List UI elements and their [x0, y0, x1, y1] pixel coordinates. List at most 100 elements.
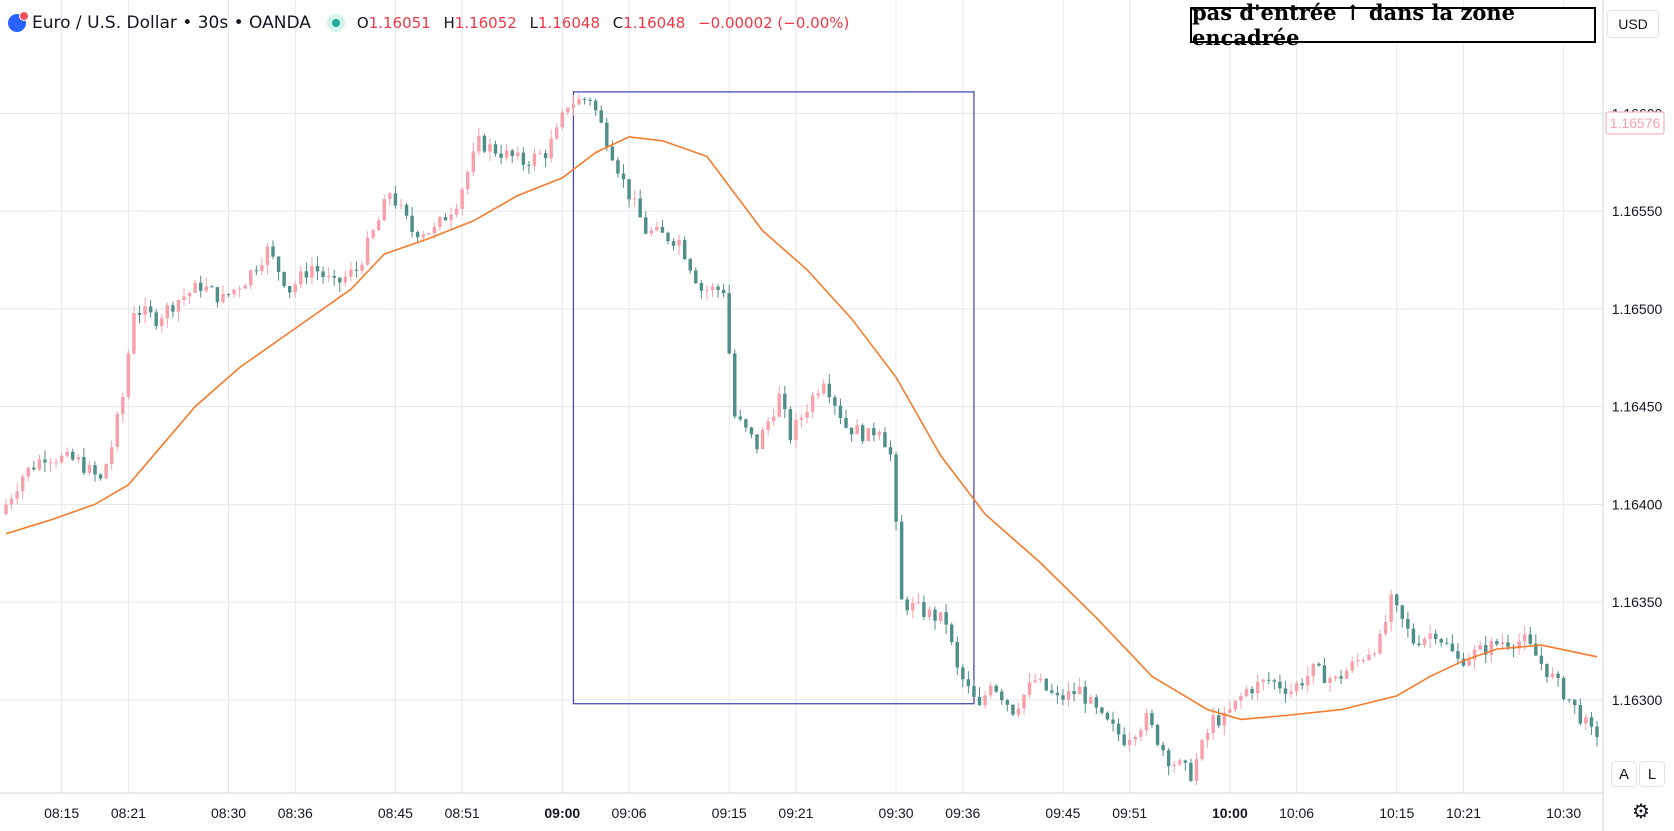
- candle: [338, 277, 342, 292]
- log-scale-button[interactable]: L: [1639, 761, 1665, 787]
- candle: [265, 243, 270, 275]
- symbol-title[interactable]: Euro / U.S. Dollar • 30s • OANDA: [32, 13, 311, 33]
- candle-body: [977, 696, 982, 706]
- candle-body: [855, 425, 859, 435]
- candle: [1411, 623, 1416, 646]
- gear-icon[interactable]: ⚙: [1632, 800, 1650, 823]
- candle: [471, 142, 476, 176]
- candle: [71, 448, 75, 462]
- candle-body: [121, 396, 125, 415]
- candle-body: [249, 270, 253, 286]
- candle: [888, 440, 893, 462]
- candle-body: [9, 498, 14, 505]
- time-tick-label: 08:15: [44, 805, 79, 821]
- candle: [93, 461, 97, 482]
- candle: [165, 302, 170, 328]
- candle-body: [1061, 695, 1065, 700]
- candle: [54, 458, 58, 468]
- candle: [777, 386, 781, 418]
- candle-body: [827, 383, 832, 398]
- candle-body: [1333, 676, 1338, 679]
- candle: [98, 473, 103, 481]
- candle-body: [699, 283, 704, 291]
- candle-body: [1472, 649, 1477, 660]
- candle-body: [1111, 719, 1115, 724]
- candle: [221, 285, 225, 304]
- candle-body: [1395, 594, 1399, 606]
- candle-body: [1133, 736, 1138, 740]
- candle-body: [1183, 760, 1188, 763]
- candle: [566, 107, 570, 116]
- candle: [721, 283, 726, 298]
- candle: [1244, 686, 1249, 698]
- candle: [1400, 604, 1405, 628]
- candle: [699, 280, 704, 299]
- candle: [1372, 651, 1377, 658]
- candle-body: [1005, 700, 1010, 705]
- candle: [1545, 663, 1549, 683]
- auto-scale-button[interactable]: A: [1611, 761, 1637, 787]
- candle-body: [816, 393, 820, 396]
- candle: [232, 288, 236, 298]
- candle: [849, 427, 854, 442]
- candle-body: [555, 127, 559, 139]
- candle: [988, 682, 993, 698]
- candle-body: [332, 276, 336, 278]
- candle: [1044, 678, 1048, 692]
- candle-body: [215, 287, 220, 303]
- candle: [916, 593, 921, 606]
- candle-body: [427, 233, 431, 235]
- candle: [1467, 652, 1471, 667]
- candle-body: [1289, 691, 1293, 694]
- candle-body: [866, 428, 870, 442]
- candle-body: [65, 451, 69, 456]
- candle-body: [527, 164, 531, 166]
- candle-body: [510, 150, 514, 157]
- candle: [1350, 656, 1354, 674]
- time-tick-label: 10:15: [1379, 805, 1414, 821]
- candle-body: [1573, 699, 1577, 706]
- candle: [1133, 734, 1138, 746]
- candle-body: [1027, 682, 1032, 695]
- candle-body: [588, 99, 592, 101]
- candle-body: [1317, 663, 1321, 666]
- candle-body: [1517, 641, 1521, 649]
- candle-body: [677, 239, 681, 246]
- candle: [1272, 678, 1277, 690]
- candle: [1428, 624, 1432, 649]
- candle-body: [749, 427, 754, 435]
- candle: [104, 463, 108, 479]
- candle: [883, 427, 887, 448]
- candle: [1139, 727, 1143, 742]
- candle-body: [638, 198, 642, 218]
- candle: [493, 140, 498, 157]
- candle-body: [1506, 642, 1510, 647]
- candle: [738, 409, 743, 422]
- ohlc-values: O1.16051 H1.16052 L1.16048 C1.16048 −0.0…: [356, 14, 850, 32]
- candle: [1278, 674, 1282, 694]
- candle-body: [1089, 697, 1093, 704]
- candle-body: [1083, 686, 1087, 704]
- candle: [527, 161, 531, 174]
- candle: [154, 309, 158, 330]
- candle: [927, 606, 932, 621]
- candle-body: [1550, 673, 1555, 678]
- candle: [571, 95, 576, 116]
- candle: [1200, 738, 1204, 761]
- time-tick-label: 09:15: [712, 805, 747, 821]
- candle-body: [1584, 717, 1588, 724]
- candle-body: [221, 293, 225, 303]
- candle: [215, 286, 220, 308]
- candle: [321, 266, 325, 284]
- candle: [198, 275, 203, 298]
- candle-body: [1022, 694, 1026, 709]
- candle-body: [799, 417, 804, 420]
- candle: [1511, 644, 1516, 658]
- currency-selector[interactable]: USD: [1607, 10, 1659, 38]
- time-axis-labels: 08:15 08:21 08:30 08:36 08:45 08:51 09:00 09:06…: [44, 805, 1581, 821]
- candle-body: [521, 152, 526, 165]
- candle: [783, 385, 787, 419]
- candle: [349, 262, 353, 282]
- candle-body: [1100, 707, 1104, 713]
